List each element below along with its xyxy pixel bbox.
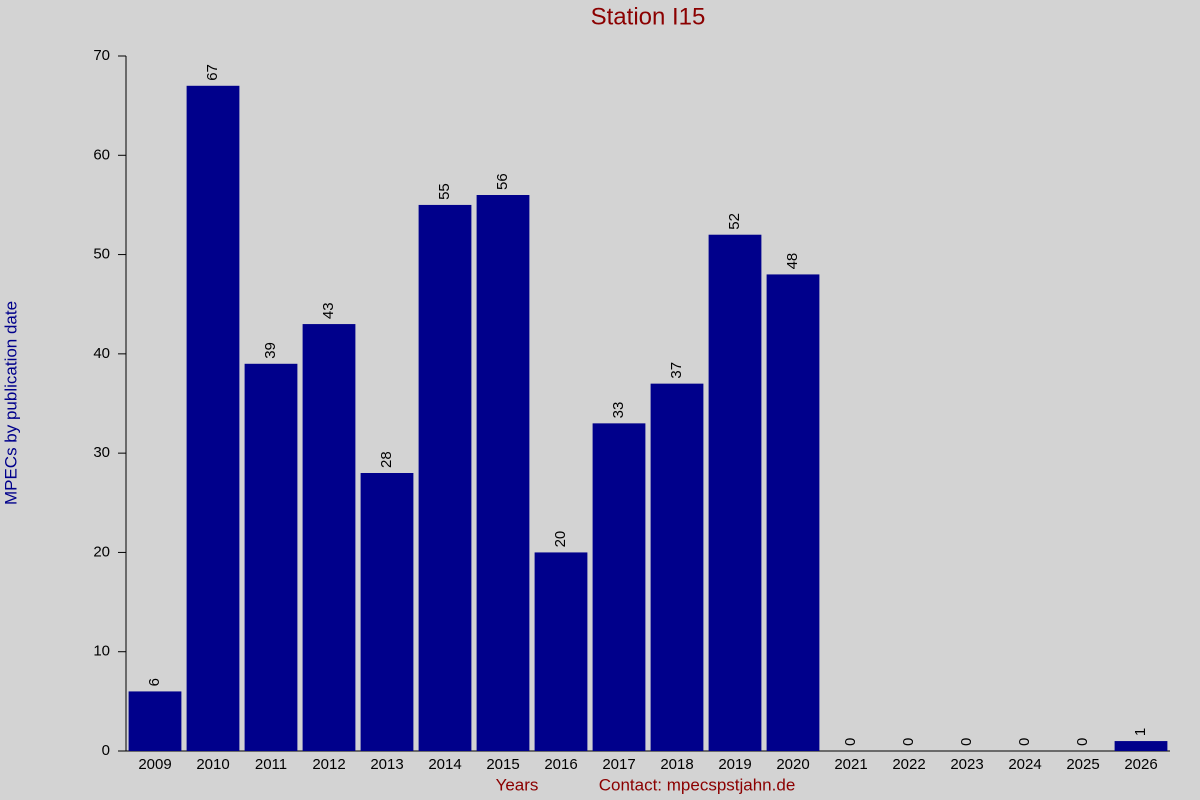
bar (476, 195, 530, 751)
bar (650, 383, 704, 751)
bar (186, 85, 240, 752)
y-axis-label: MPECs by publication date (1, 301, 20, 505)
x-tick-label: 2014 (428, 756, 461, 773)
y-tick-label: 60 (93, 146, 110, 163)
y-tick-label: 50 (93, 246, 110, 263)
data-label: 0 (842, 738, 859, 746)
y-tick-label: 30 (93, 444, 110, 461)
x-tick-label: 2022 (892, 756, 925, 773)
data-label: 52 (726, 213, 743, 230)
data-label: 1 (1132, 728, 1149, 736)
y-tick-label: 0 (102, 742, 110, 759)
x-tick-label: 2023 (950, 756, 983, 773)
data-label: 0 (1016, 738, 1033, 746)
y-tick-label: 40 (93, 345, 110, 362)
data-label: 67 (204, 64, 221, 81)
data-label: 43 (320, 302, 337, 319)
x-tick-label: 2013 (370, 756, 403, 773)
y-tick-label: 20 (93, 543, 110, 560)
x-tick-label: 2016 (544, 756, 577, 773)
x-tick-label: 2018 (660, 756, 693, 773)
y-tick-label: 70 (93, 47, 110, 64)
data-label: 48 (784, 253, 801, 270)
bar (592, 423, 646, 751)
bar (1114, 741, 1168, 751)
x-tick-label: 2021 (834, 756, 867, 773)
x-tick-label: 2025 (1066, 756, 1099, 773)
contact-note: Contact: mpecspstjahn.de (599, 775, 796, 794)
data-label: 0 (900, 738, 917, 746)
bar (708, 234, 762, 751)
bar (360, 473, 414, 751)
bar (244, 363, 298, 751)
data-label: 56 (494, 173, 511, 190)
bar (534, 552, 588, 751)
x-tick-label: 2019 (718, 756, 751, 773)
bar (766, 274, 820, 751)
data-label: 0 (958, 738, 975, 746)
x-tick-label: 2024 (1008, 756, 1041, 773)
x-tick-label: 2010 (196, 756, 229, 773)
data-label: 28 (378, 451, 395, 468)
x-tick-label: 2020 (776, 756, 809, 773)
data-label: 37 (668, 362, 685, 379)
data-label: 20 (552, 531, 569, 548)
data-label: 33 (610, 402, 627, 419)
bar (128, 691, 182, 751)
x-tick-label: 2012 (312, 756, 345, 773)
data-label: 0 (1074, 738, 1091, 746)
x-tick-label: 2026 (1124, 756, 1157, 773)
bar (302, 324, 356, 751)
x-tick-label: 2015 (486, 756, 519, 773)
y-tick-label: 10 (93, 643, 110, 660)
data-label: 6 (146, 678, 163, 686)
data-label: 55 (436, 183, 453, 200)
x-tick-label: 2017 (602, 756, 635, 773)
x-axis-label: Years (496, 775, 539, 794)
bar (418, 204, 472, 751)
data-label: 39 (262, 342, 279, 359)
x-tick-label: 2009 (138, 756, 171, 773)
x-tick-label: 2011 (255, 756, 287, 773)
chart-title: Station I15 (591, 3, 706, 30)
